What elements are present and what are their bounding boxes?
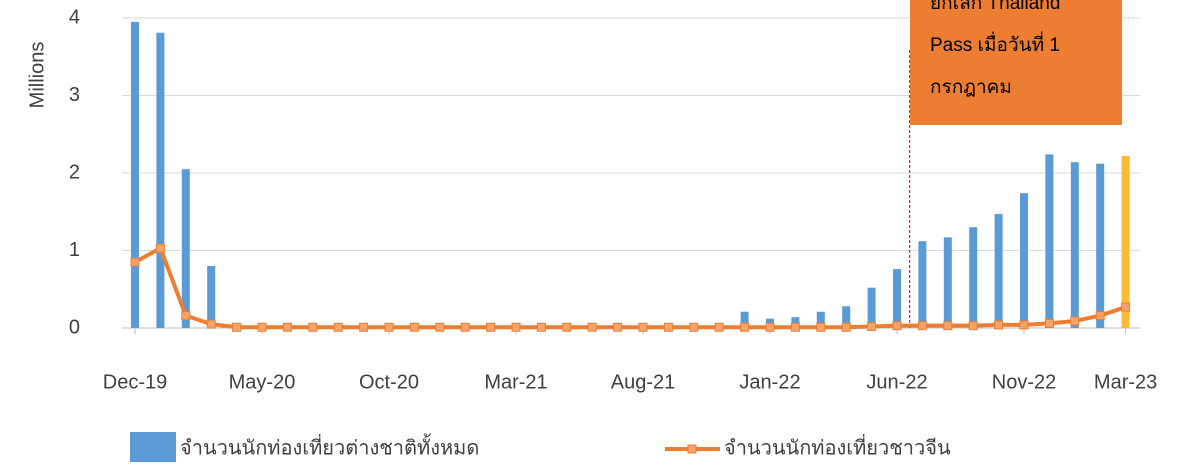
bar [842, 306, 851, 328]
legend-swatch [687, 444, 697, 454]
x-tick-label: Aug-21 [611, 371, 676, 393]
bar [1045, 154, 1054, 328]
marker [511, 322, 521, 332]
marker [994, 320, 1004, 330]
x-tick-label: Jan-22 [739, 371, 800, 393]
marker [562, 322, 572, 332]
marker [409, 322, 419, 332]
marker [968, 321, 978, 331]
x-tick-label: Oct-20 [359, 371, 419, 393]
annotation-text: ยกเลิก Thailand [930, 0, 1060, 14]
marker [892, 321, 902, 331]
bar [131, 21, 139, 328]
marker [1121, 302, 1131, 312]
bar [943, 237, 952, 328]
marker [232, 322, 242, 332]
marker [206, 319, 216, 329]
bar [181, 169, 190, 328]
marker [917, 321, 927, 331]
bar [1121, 155, 1130, 328]
marker [841, 322, 851, 332]
marker [257, 322, 267, 332]
bar [969, 227, 978, 328]
bar [918, 241, 927, 328]
x-tick-label: Nov-22 [992, 371, 1056, 393]
bar [740, 311, 749, 328]
y-tick-label: 3 [69, 84, 80, 106]
marker [689, 322, 699, 332]
bar [1096, 163, 1105, 328]
annotation-box [910, 0, 1122, 125]
marker [943, 321, 953, 331]
marker [816, 322, 826, 332]
marker [613, 322, 623, 332]
marker [384, 322, 394, 332]
marker [790, 322, 800, 332]
legend-label: จำนวนนักท่องเที่ยวต่างชาติทั้งหมด [180, 433, 479, 459]
bar [994, 214, 1003, 328]
marker [765, 322, 775, 332]
line [134, 246, 1127, 330]
bar [816, 311, 825, 328]
y-tick-label: 1 [69, 239, 80, 261]
marker [359, 322, 369, 332]
x-tick-label: Mar-21 [484, 371, 547, 393]
marker [130, 257, 140, 267]
legend-label: จำนวนนักท่องเที่ยวชาวจีน [724, 433, 951, 459]
marker [1044, 318, 1054, 328]
marker [460, 322, 470, 332]
marker [181, 311, 191, 321]
bar [867, 287, 876, 328]
marker [155, 243, 165, 253]
marker [714, 322, 724, 332]
marker [1019, 320, 1029, 330]
bar [207, 266, 216, 328]
marker [536, 322, 546, 332]
marker [587, 322, 597, 332]
x-tick-label: Mar-23 [1094, 371, 1157, 393]
bar [791, 317, 800, 328]
marker [663, 322, 673, 332]
x-tick-label: Jun-22 [866, 371, 927, 393]
marker [308, 322, 318, 332]
marker [282, 322, 292, 332]
y-tick-label: 4 [69, 6, 80, 28]
marker [1070, 316, 1080, 326]
marker [867, 321, 877, 331]
bar [1070, 162, 1079, 328]
x-tick-label: May-20 [229, 371, 296, 393]
y-axis-label: Millions [26, 42, 48, 109]
y-tick-label: 2 [69, 161, 80, 183]
marker [638, 322, 648, 332]
legend-swatch [130, 432, 176, 462]
marker [435, 322, 445, 332]
bar [893, 269, 901, 328]
bar [1020, 193, 1028, 328]
y-tick-label: 0 [69, 316, 80, 338]
marker [486, 322, 496, 332]
annotation-text: กรกฎาคม [930, 77, 1012, 98]
annotation-text: Pass เมื่อวันที่ 1 [930, 31, 1060, 56]
bar [156, 32, 165, 328]
marker [740, 322, 750, 332]
marker [333, 322, 343, 332]
x-tick-label: Dec-19 [103, 371, 167, 393]
marker [1095, 311, 1105, 321]
